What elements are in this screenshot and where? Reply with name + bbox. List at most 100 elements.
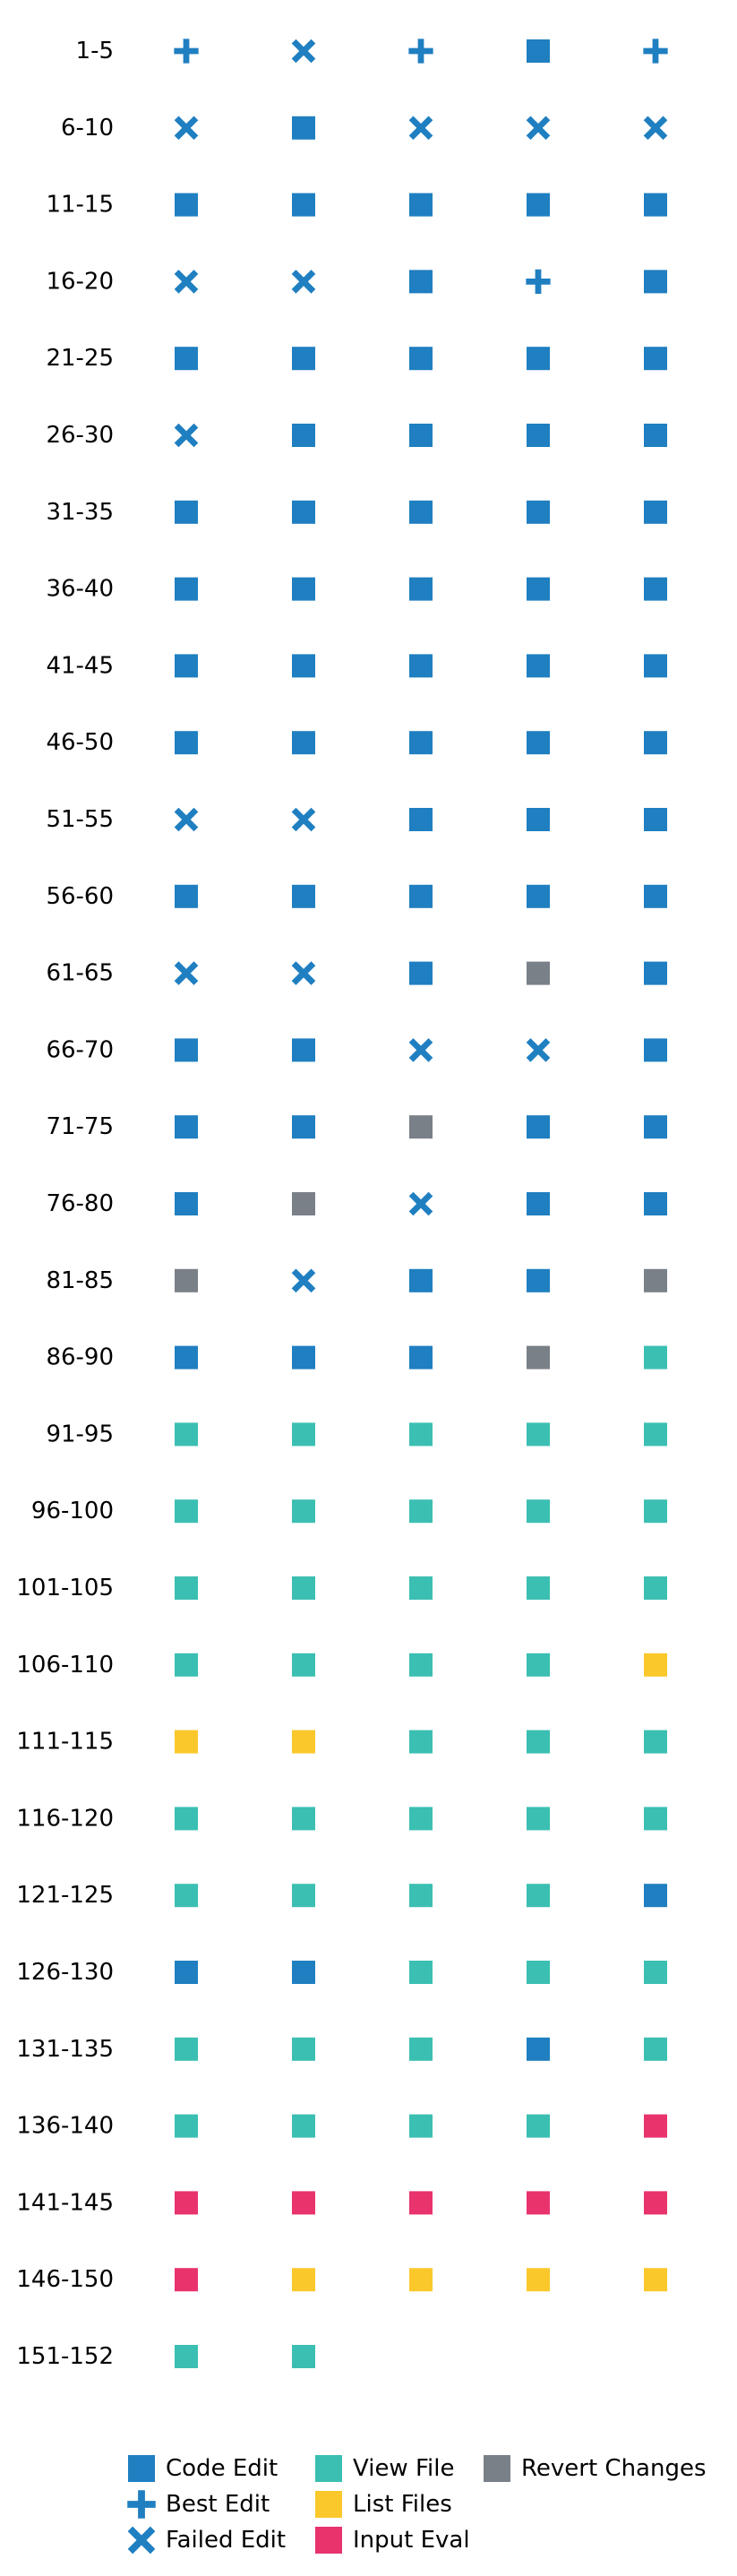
failed-marker [174,270,199,294]
input-marker [409,2191,433,2215]
input-marker [644,2191,667,2215]
row-label: 121-125 [16,1882,114,1909]
row-label: 46-50 [46,729,114,756]
row-label: 141-145 [16,2189,114,2216]
code-marker [644,193,667,217]
legend-code-icon [128,2455,155,2482]
failed-marker [526,116,551,141]
code-marker [292,884,315,908]
failed-marker [291,270,316,294]
list-marker [292,2268,315,2292]
view-marker [644,1961,667,1984]
failed-marker [291,39,316,64]
revert-marker [644,1268,667,1292]
legend-input-label: Input Eval [353,2527,470,2554]
revert-marker [409,1115,433,1139]
code-marker [644,1115,667,1139]
row-label: 101-105 [16,1575,114,1601]
legend-view-icon [315,2455,342,2482]
code-marker [292,116,315,140]
view-marker [292,1499,315,1524]
code-marker [292,500,315,524]
failed-marker [526,1038,551,1062]
view-marker [644,1499,667,1524]
view-marker [644,1807,667,1831]
row-label: 126-130 [16,1959,114,1986]
view-marker [175,1422,198,1447]
code-marker [409,808,433,831]
revert-marker [527,961,550,985]
code-marker [409,1345,433,1370]
code-marker [175,1038,198,1062]
code-marker [527,884,550,908]
input-marker [527,2191,550,2215]
row-label: 61-65 [46,960,114,987]
code-marker [175,1961,198,1984]
view-marker [292,2345,315,2368]
view-marker [175,2037,198,2061]
failed-marker [408,1038,433,1062]
code-marker [527,731,550,755]
code-marker [409,731,433,755]
view-marker [527,1730,550,1754]
code-marker [409,884,433,908]
code-marker [527,2037,550,2061]
view-marker [644,1576,667,1600]
code-marker [409,961,433,985]
code-marker [292,193,315,217]
row-label: 116-120 [16,1805,114,1832]
failed-marker [291,1268,316,1293]
view-marker [175,1653,198,1677]
failed-marker [408,1191,433,1216]
revert-marker [527,1345,550,1370]
list-marker [292,1730,315,1754]
view-marker [292,2114,315,2138]
row-label: 26-30 [46,422,114,449]
row-label: 131-135 [16,2036,114,2063]
list-marker [644,1653,667,1677]
view-marker [409,1499,433,1524]
view-marker [409,1961,433,1984]
code-marker [409,500,433,524]
row-label: 11-15 [46,192,114,219]
legend-revert-label: Revert Changes [521,2455,707,2482]
code-marker [175,193,198,217]
view-marker [409,1884,433,1908]
row-label: 146-150 [16,2266,114,2293]
legend-failed-icon [127,2526,156,2555]
view-marker [409,1422,433,1447]
legend-failed-label: Failed Edit [166,2527,286,2554]
view-marker [175,1807,198,1831]
view-marker [409,1576,433,1600]
code-marker [175,884,198,908]
code-marker [527,577,550,601]
code-marker [644,500,667,524]
view-marker [527,1961,550,1984]
row-label: 56-60 [46,883,114,910]
code-marker [409,270,433,294]
best-marker [408,39,433,64]
row-label: 21-25 [46,345,114,372]
code-marker [644,808,667,831]
row-label: 41-45 [46,652,114,679]
failed-marker [174,116,199,141]
code-marker [527,424,550,447]
code-marker [644,731,667,755]
code-marker [644,884,667,908]
legend-list-label: List Files [353,2491,452,2518]
code-marker [644,347,667,371]
view-marker [409,2114,433,2138]
view-marker [644,2037,667,2061]
view-marker [409,1653,433,1677]
code-marker [292,654,315,678]
code-marker [292,1961,315,1984]
code-marker [292,1345,315,1370]
code-marker [644,1884,667,1908]
code-marker [292,347,315,371]
view-marker [409,1807,433,1831]
code-marker [175,577,198,601]
row-label: 91-95 [46,1421,114,1447]
failed-marker [643,116,668,141]
legend-revert-icon [484,2455,510,2482]
input-marker [175,2268,198,2292]
